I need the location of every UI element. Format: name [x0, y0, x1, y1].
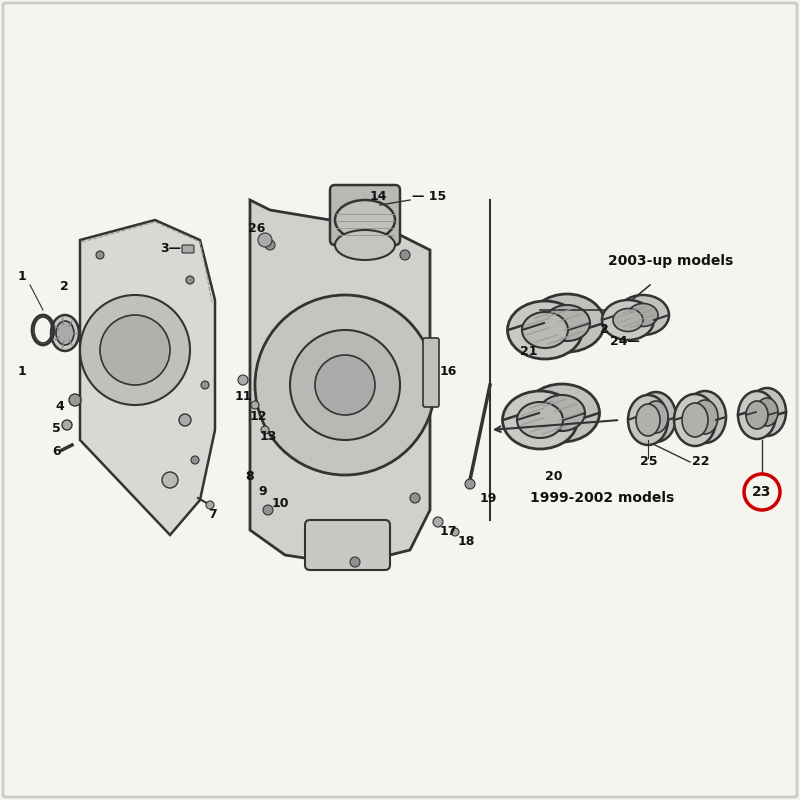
Polygon shape: [80, 220, 215, 535]
Circle shape: [62, 420, 72, 430]
Text: 2: 2: [60, 280, 69, 293]
Text: 4: 4: [55, 400, 64, 413]
FancyBboxPatch shape: [182, 245, 194, 253]
Text: 9: 9: [258, 485, 266, 498]
Text: 6: 6: [52, 445, 61, 458]
Ellipse shape: [692, 400, 718, 434]
Ellipse shape: [628, 395, 668, 445]
Text: 12: 12: [250, 410, 267, 423]
Circle shape: [315, 355, 375, 415]
Circle shape: [263, 505, 273, 515]
Text: 13: 13: [260, 430, 278, 443]
Text: 1999-2002 models: 1999-2002 models: [530, 491, 674, 505]
Ellipse shape: [613, 309, 643, 331]
FancyBboxPatch shape: [3, 3, 797, 797]
Text: 11: 11: [235, 390, 253, 403]
Circle shape: [80, 295, 190, 405]
Text: 26: 26: [248, 222, 266, 235]
Circle shape: [69, 394, 81, 406]
Circle shape: [162, 472, 178, 488]
Text: 23: 23: [752, 485, 772, 499]
FancyBboxPatch shape: [330, 185, 400, 245]
Circle shape: [410, 493, 420, 503]
Ellipse shape: [738, 391, 776, 439]
Text: 22: 22: [692, 455, 710, 468]
Ellipse shape: [335, 200, 395, 240]
Ellipse shape: [539, 395, 585, 431]
Ellipse shape: [602, 300, 654, 340]
Ellipse shape: [525, 384, 599, 442]
Ellipse shape: [748, 388, 786, 436]
Text: 5: 5: [52, 422, 61, 435]
Ellipse shape: [507, 301, 582, 359]
Ellipse shape: [522, 312, 568, 348]
Circle shape: [100, 315, 170, 385]
Text: 10: 10: [272, 497, 290, 510]
FancyBboxPatch shape: [423, 338, 439, 407]
Ellipse shape: [636, 392, 676, 442]
Circle shape: [400, 250, 410, 260]
Text: 17: 17: [440, 525, 458, 538]
Ellipse shape: [51, 315, 79, 351]
Text: 3—: 3—: [160, 242, 181, 255]
Ellipse shape: [544, 305, 590, 341]
Circle shape: [350, 557, 360, 567]
Circle shape: [191, 456, 199, 464]
Text: 20: 20: [545, 470, 562, 483]
Circle shape: [290, 330, 400, 440]
Circle shape: [186, 276, 194, 284]
Text: 1: 1: [18, 270, 26, 283]
Text: — 15: — 15: [412, 190, 446, 203]
FancyBboxPatch shape: [305, 520, 390, 570]
Text: 24—: 24—: [610, 335, 640, 348]
Text: 8: 8: [245, 470, 254, 483]
Circle shape: [433, 517, 443, 527]
Text: 2003-up models: 2003-up models: [608, 254, 734, 268]
Text: 18: 18: [458, 535, 475, 548]
Ellipse shape: [517, 402, 563, 438]
Circle shape: [258, 233, 272, 247]
Circle shape: [451, 528, 459, 536]
Text: 1: 1: [18, 365, 26, 378]
Ellipse shape: [644, 401, 668, 433]
Ellipse shape: [56, 321, 74, 345]
Text: 21: 21: [520, 345, 538, 358]
Circle shape: [206, 501, 214, 509]
Circle shape: [465, 479, 475, 489]
Ellipse shape: [502, 391, 578, 449]
Text: 19: 19: [480, 492, 498, 505]
Ellipse shape: [682, 403, 708, 437]
Ellipse shape: [636, 404, 660, 436]
Circle shape: [251, 401, 259, 409]
Circle shape: [96, 251, 104, 259]
Text: 2: 2: [600, 323, 609, 336]
Text: 7: 7: [208, 508, 217, 521]
Ellipse shape: [335, 230, 395, 260]
Circle shape: [179, 414, 191, 426]
Text: 14: 14: [370, 190, 387, 203]
Ellipse shape: [674, 394, 716, 446]
Circle shape: [201, 381, 209, 389]
Ellipse shape: [756, 398, 778, 426]
Ellipse shape: [684, 391, 726, 443]
Text: 16: 16: [440, 365, 458, 378]
Circle shape: [238, 375, 248, 385]
Ellipse shape: [530, 294, 605, 352]
Ellipse shape: [628, 303, 658, 326]
Polygon shape: [250, 200, 430, 565]
Text: 25: 25: [640, 455, 658, 468]
Ellipse shape: [746, 401, 768, 429]
Circle shape: [265, 240, 275, 250]
Circle shape: [261, 426, 269, 434]
Circle shape: [255, 295, 435, 475]
Ellipse shape: [617, 295, 669, 335]
